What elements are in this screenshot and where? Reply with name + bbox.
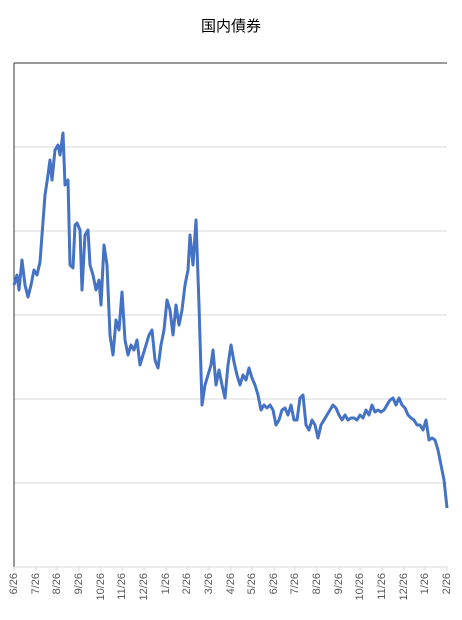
x-tick-label: 11/26 (376, 573, 388, 600)
x-tick-label: 12/26 (138, 573, 150, 601)
x-tick-label: 3/26 (203, 573, 215, 594)
x-tick-label: 12/26 (398, 573, 410, 601)
x-tick-label: 4/26 (225, 573, 237, 594)
x-tick-label: 8/26 (51, 573, 63, 594)
chart-title: 国内債券 (201, 18, 261, 35)
series-line (12, 131, 449, 509)
x-tick-label: 8/26 (311, 573, 323, 594)
x-tick-label: 10/26 (354, 573, 366, 601)
x-tick-label: 7/26 (30, 573, 42, 594)
x-tick-label: 6/26 (8, 573, 20, 594)
x-tick-label: 9/26 (333, 573, 345, 594)
x-tick-label: 10/26 (95, 573, 107, 601)
x-tick-label: 2/26 (441, 573, 453, 594)
x-tick-label: 9/26 (73, 573, 85, 594)
x-tick-label: 1/26 (419, 573, 431, 594)
x-tick-label: 7/26 (289, 573, 301, 594)
x-tick-label: 5/26 (246, 573, 258, 594)
x-tick-label: 11/26 (116, 573, 128, 600)
x-tick-label: 2/26 (181, 573, 193, 594)
x-tick-label: 1/26 (160, 573, 172, 594)
x-tick-label: 6/26 (268, 573, 280, 594)
